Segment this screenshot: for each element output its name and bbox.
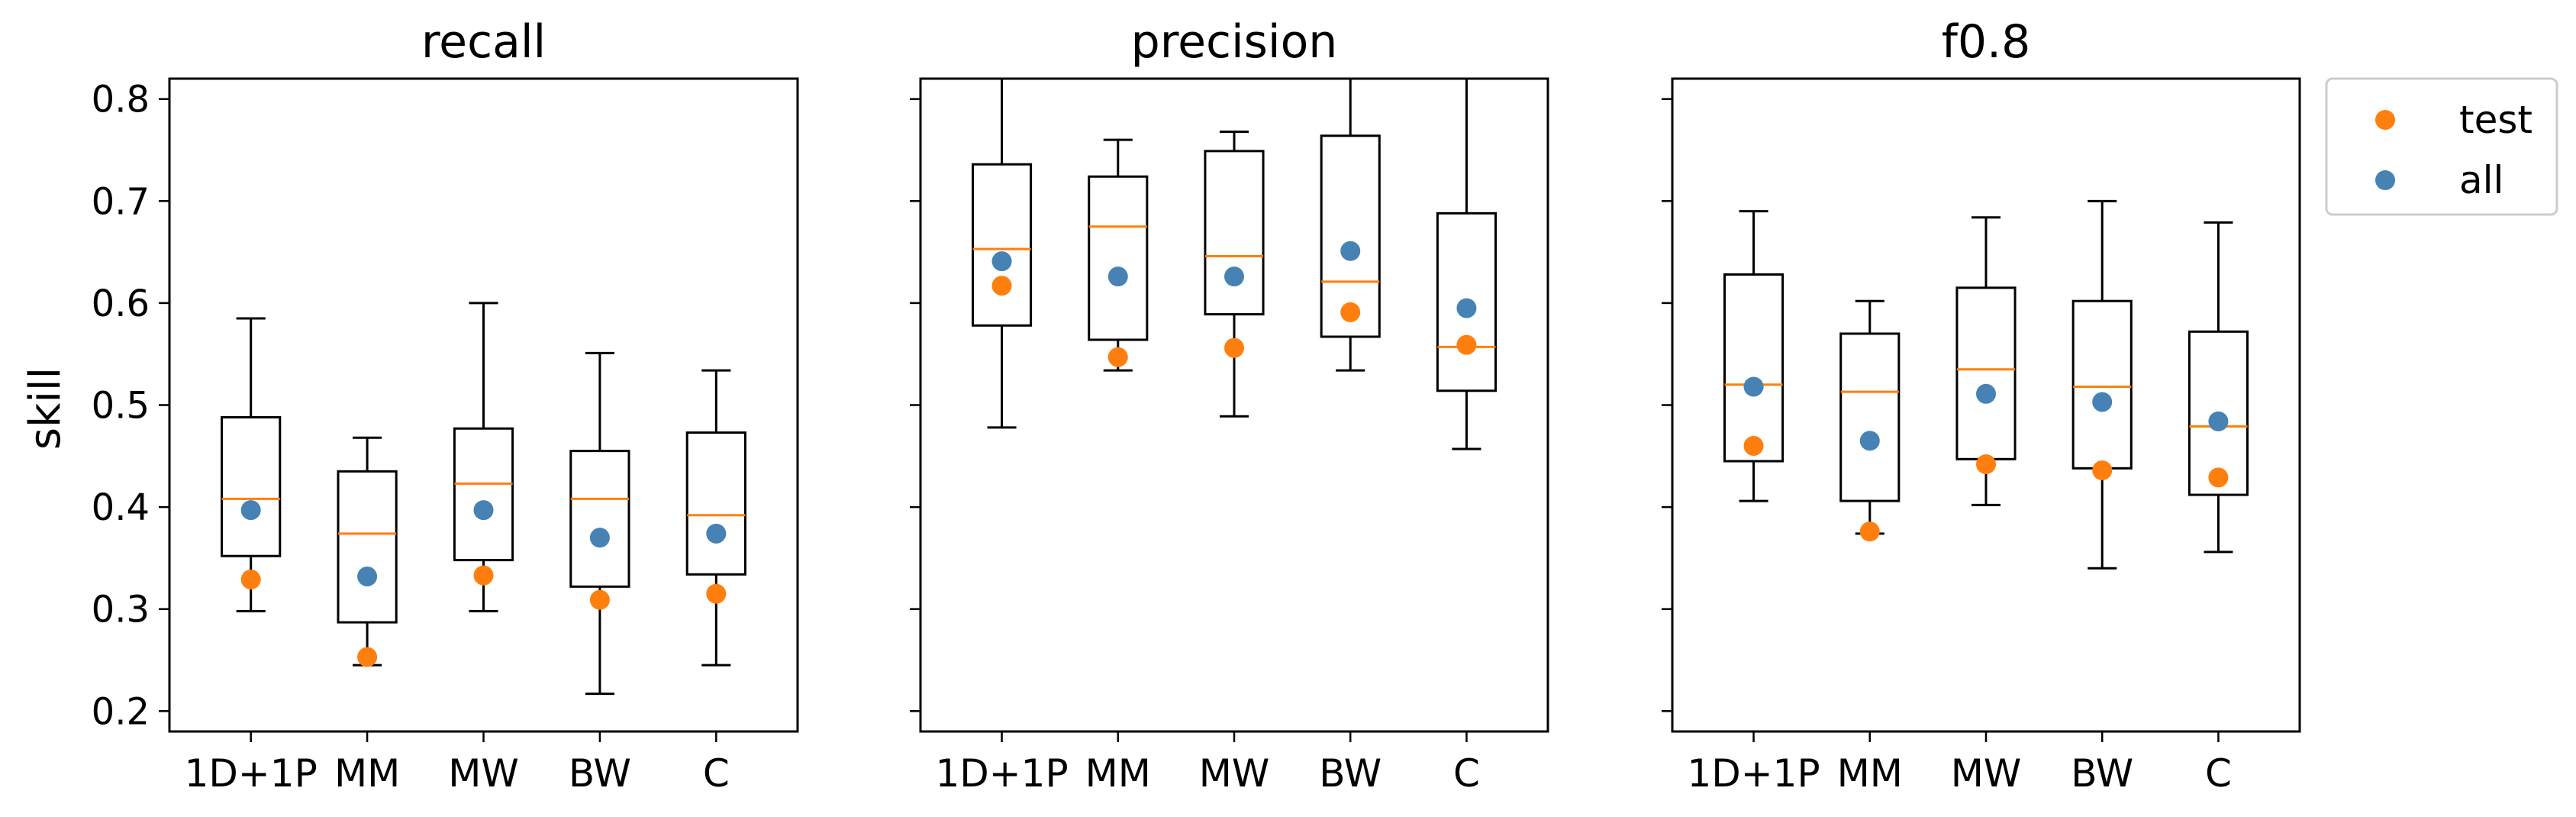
y-tick-label: 0.5: [92, 385, 150, 428]
legend: test all: [2325, 77, 2558, 216]
y-tick-label: 0.7: [92, 180, 150, 223]
box-MW: [453, 302, 514, 612]
x-tick-label: BW: [1319, 751, 1381, 796]
marker-test: [473, 565, 494, 586]
marker-test: [1976, 454, 1996, 474]
x-tick-label: MW: [448, 751, 519, 796]
x-tick-label: MW: [1951, 751, 2022, 796]
marker-all: [240, 500, 261, 521]
subplot-title: f0.8: [1942, 15, 2031, 69]
marker-test: [1107, 347, 1128, 367]
box-MM: [1088, 138, 1149, 372]
marker-all: [706, 523, 727, 544]
plot-area: [1723, 199, 2249, 570]
legend-marker-test: [2375, 110, 2395, 130]
legend-label-test: test: [2459, 98, 2532, 142]
marker-all: [1340, 241, 1361, 261]
marker-test: [1340, 302, 1361, 322]
x-tick-label: 1D+1P: [935, 751, 1068, 796]
x-tick-label: MW: [1199, 751, 1270, 796]
iqr-box: [221, 416, 282, 557]
box-BW: [569, 351, 630, 696]
iqr-box: [1955, 286, 2017, 460]
marker-all: [991, 251, 1012, 272]
marker-test: [1859, 522, 1880, 542]
legend-label-all: all: [2459, 158, 2503, 202]
box-C: [685, 369, 746, 667]
box-1D+1P: [1723, 210, 1785, 502]
marker-all: [1859, 431, 1880, 451]
marker-all: [1107, 266, 1128, 287]
subplot-recall: recall 0.2 0.3 0.4 0.5 0.6 0.7 0.8 1D+1P MM MW BW C: [92, 15, 799, 796]
marker-test: [240, 569, 261, 589]
marker-all: [2208, 411, 2229, 431]
iqr-box: [1839, 332, 1901, 502]
marker-test: [991, 276, 1012, 296]
marker-test: [589, 589, 610, 610]
marker-test: [706, 583, 727, 604]
x-tick-label: 1D+1P: [185, 751, 318, 796]
marker-all: [2092, 392, 2113, 412]
y-tick-label: 0.3: [92, 589, 150, 631]
x-tick-label: MM: [334, 751, 400, 796]
marker-test: [357, 647, 378, 667]
iqr-box: [972, 163, 1033, 327]
iqr-box: [337, 470, 398, 624]
x-tick-label: MM: [1837, 751, 1903, 796]
subplot-title: precision: [1131, 15, 1338, 69]
box-MM: [1839, 299, 1901, 535]
marker-test: [2092, 460, 2113, 480]
marker-all: [357, 566, 378, 586]
box-1D+1P: [221, 317, 282, 612]
box-MW: [1204, 130, 1265, 418]
box-BW: [1320, 79, 1381, 372]
legend-marker-all: [2375, 170, 2395, 190]
y-tick-label: 0.8: [92, 79, 150, 121]
iqr-box: [685, 431, 746, 576]
marker-test: [2208, 467, 2229, 488]
box-C: [1436, 79, 1498, 450]
box-BW: [2071, 199, 2133, 570]
iqr-box: [1436, 212, 1498, 392]
x-tick-label: 1D+1P: [1687, 751, 1820, 796]
iqr-box: [2188, 330, 2249, 496]
x-tick-label: C: [703, 751, 730, 796]
marker-test: [1743, 435, 1764, 456]
iqr-box: [1723, 273, 1785, 463]
marker-all: [473, 500, 494, 521]
marker-test: [1456, 334, 1477, 355]
subplot-precision: precision 1D+1P MM MW BW C: [910, 15, 1549, 796]
iqr-box: [1320, 134, 1381, 338]
iqr-box: [1204, 150, 1265, 316]
x-tick-label: BW: [569, 751, 631, 796]
subplot-title: recall: [421, 15, 546, 69]
x-tick-label: C: [1453, 751, 1480, 796]
x-tick-label: MM: [1085, 751, 1151, 796]
iqr-box: [569, 450, 630, 588]
y-axis-label: skill: [21, 367, 70, 450]
marker-all: [589, 528, 610, 548]
iqr-box: [453, 427, 514, 562]
marker-all: [1224, 266, 1244, 287]
subplots: recall 0.2 0.3 0.4 0.5 0.6 0.7 0.8 1D+1P MM MW BW Cp…: [92, 15, 2301, 796]
y-tick-label: 0.6: [92, 283, 150, 325]
y-tick-label: 0.4: [92, 486, 150, 529]
marker-test: [1224, 337, 1244, 358]
x-tick-label: C: [2205, 751, 2232, 796]
box-MM: [337, 436, 398, 667]
marker-all: [1976, 383, 1996, 404]
iqr-box: [2071, 299, 2133, 470]
plot-area: [221, 302, 746, 696]
x-tick-label: BW: [2071, 751, 2133, 796]
axes-frame: [1671, 77, 2301, 733]
iqr-box: [1088, 175, 1149, 341]
plot-area: [972, 79, 1498, 450]
box-1D+1P: [972, 79, 1033, 429]
marker-all: [1456, 298, 1477, 318]
subplot-f0.8: f0.8 1D+1P MM MW BW C: [1662, 15, 2301, 796]
marker-all: [1743, 376, 1764, 397]
y-tick-label: 0.2: [92, 690, 150, 733]
box-C: [2188, 221, 2249, 554]
